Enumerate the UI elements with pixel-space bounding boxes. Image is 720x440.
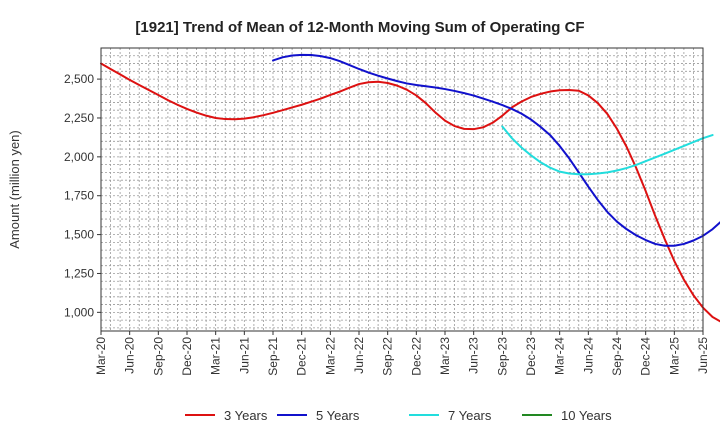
x-tick-label: Dec-22: [409, 337, 423, 376]
legend-label-10-years: 10 Years: [561, 408, 612, 423]
y-tick-label: 1,500: [64, 228, 94, 242]
series-layer: [100, 53, 720, 323]
x-tick-label: Mar-23: [438, 337, 452, 375]
x-tick-label: Mar-21: [209, 337, 223, 375]
x-tick-label: Dec-23: [524, 337, 538, 376]
legend-label-5-years: 5 Years: [316, 408, 360, 423]
x-tick-label: Jun-23: [467, 337, 481, 374]
x-tick-label: Mar-22: [323, 337, 337, 375]
x-tick-label: Jun-21: [237, 337, 251, 374]
x-tick-label: Mar-24: [553, 337, 567, 375]
x-tick-label: Dec-24: [639, 337, 653, 376]
x-tick-label: Jun-24: [581, 337, 595, 374]
grid-layer: [101, 48, 703, 331]
x-tick-label: Sep-23: [495, 337, 509, 376]
legend-label-3-years: 3 Years: [224, 408, 268, 423]
x-tick-label: Dec-21: [295, 337, 309, 376]
x-tick-label: Mar-25: [667, 337, 681, 375]
plot-frame: [100, 47, 704, 332]
y-axis-ticks: 1,000 1,250 1,500 1,750 2,000 2,250 2,500: [64, 72, 101, 319]
series-line-3-years: [100, 62, 720, 323]
legend-label-7-years: 7 Years: [448, 408, 492, 423]
x-tick-label: Dec-20: [180, 337, 194, 376]
x-tick-label: Jun-22: [352, 337, 366, 374]
x-axis-ticks: Mar-20 Jun-20 Sep-20 Dec-20 Mar-21 Jun-21 Sep-…: [94, 331, 710, 376]
y-tick-label: 2,500: [64, 72, 94, 86]
y-tick-label: 2,250: [64, 111, 94, 125]
y-tick-label: 1,750: [64, 189, 94, 203]
y-tick-label: 2,000: [64, 150, 94, 164]
y-tick-label: 1,000: [64, 305, 94, 319]
x-tick-label: Jun-25: [696, 337, 710, 374]
x-tick-label: Sep-21: [266, 337, 280, 376]
y-tick-label: 1,250: [64, 266, 94, 280]
x-tick-label: Sep-24: [610, 337, 624, 376]
x-tick-label: Jun-20: [123, 337, 137, 374]
series-line-5-years: [272, 53, 720, 247]
legend: 3 Years 5 Years 7 Years 10 Years: [185, 408, 612, 423]
y-axis-label: Amount (million yen): [7, 130, 22, 249]
x-tick-label: Sep-20: [151, 337, 165, 376]
x-tick-label: Mar-20: [94, 337, 108, 375]
series-line-7-years: [501, 125, 714, 176]
x-tick-label: Sep-22: [381, 337, 395, 376]
chart-title: [1921] Trend of Mean of 12-Month Moving …: [135, 19, 584, 36]
